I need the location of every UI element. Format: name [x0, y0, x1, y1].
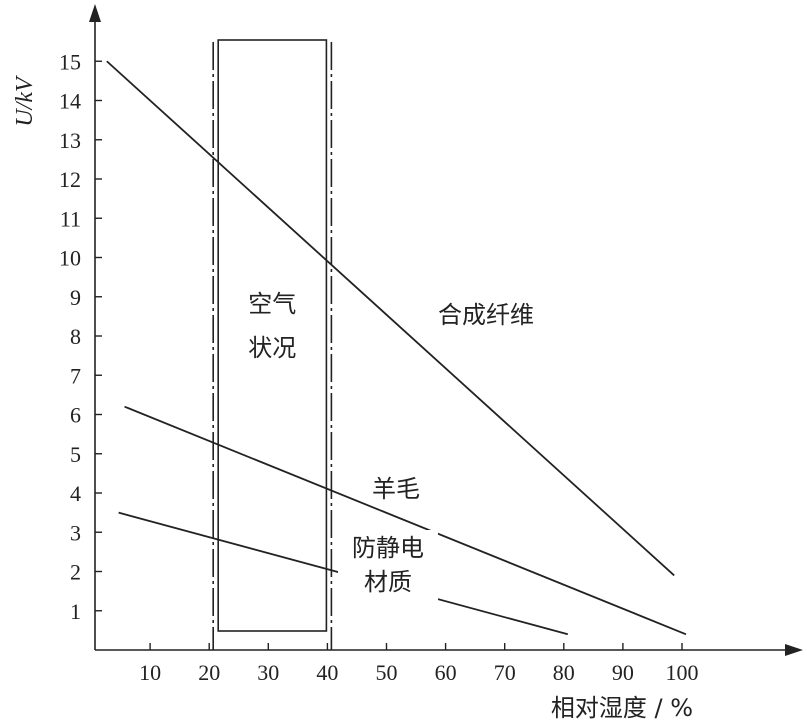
y-tick-label: 2	[70, 560, 81, 585]
series-label: 合成纤维	[438, 301, 534, 329]
y-tick-label: 14	[59, 89, 81, 114]
y-tick-label: 9	[70, 285, 81, 310]
y-tick-label: 15	[59, 49, 81, 74]
y-tick-label: 6	[70, 403, 81, 428]
y-tick-label: 1	[70, 599, 81, 624]
y-axis-title: U/kV	[12, 75, 38, 127]
band-rectangle	[217, 39, 328, 632]
y-tick-label: 4	[70, 481, 81, 506]
series-label-line: 防静电	[352, 534, 424, 562]
x-tick-label: 70	[494, 660, 516, 685]
series-label: 羊毛	[372, 475, 420, 503]
x-tick-label: 30	[257, 660, 279, 685]
x-tick-label: 100	[666, 660, 699, 685]
series-label-line: 材质	[364, 568, 412, 596]
x-tick-label: 60	[435, 660, 457, 685]
x-tick-label: 90	[612, 660, 634, 685]
y-tick-label: 10	[59, 246, 81, 271]
series-label-line: 合成纤维	[438, 301, 534, 329]
y-tick-label: 7	[70, 363, 81, 388]
y-tick-label: 3	[70, 520, 81, 545]
y-axis-arrow	[89, 4, 101, 22]
x-axis-arrow	[785, 644, 803, 656]
series-label: 防静电材质	[352, 534, 424, 596]
y-tick-label: 8	[70, 324, 81, 349]
y-tick-label: 5	[70, 442, 81, 467]
axes	[89, 4, 803, 656]
x-tick-label: 10	[139, 660, 161, 685]
x-tick-label: 80	[553, 660, 575, 685]
labels: U/kV 相对湿度 / %	[12, 75, 693, 722]
series-line	[106, 60, 675, 577]
y-tick-label: 12	[59, 167, 81, 192]
band-label-line: 状况	[248, 334, 296, 362]
x-tick-label: 50	[376, 660, 398, 685]
band-label: 空气状况	[248, 290, 296, 362]
y-tick-label: 11	[60, 206, 81, 231]
x-tick-label: 20	[198, 660, 220, 685]
band-label-line: 空气	[248, 290, 296, 318]
x-tick-label: 40	[316, 660, 338, 685]
x-axis-title: 相对湿度 / %	[551, 694, 693, 722]
series-line	[124, 405, 687, 636]
y-tick-label: 13	[59, 128, 81, 153]
air-condition-band: 空气状况	[212, 39, 333, 650]
series-label-backdrop	[338, 530, 438, 600]
series-label-line: 羊毛	[372, 475, 420, 503]
